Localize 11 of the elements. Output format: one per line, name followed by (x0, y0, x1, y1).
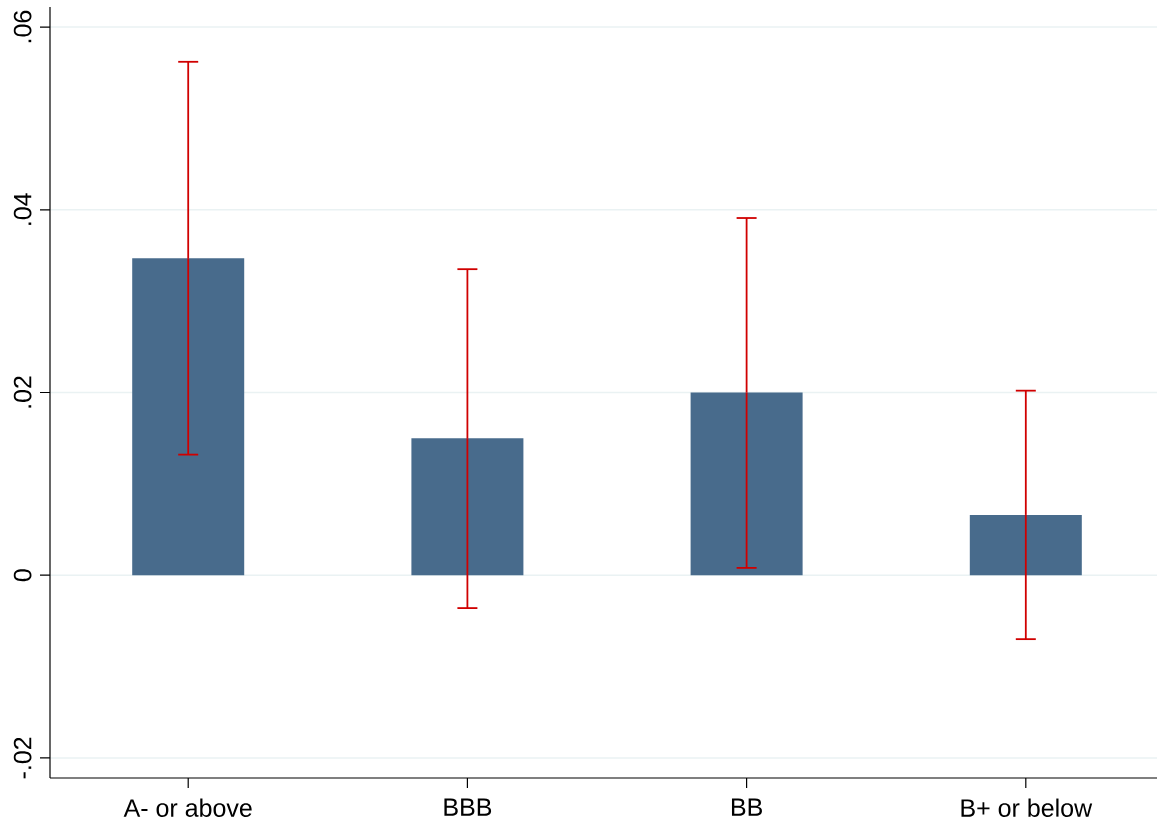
bar (969, 514, 1082, 576)
y-tick-label: -.02 (13, 737, 32, 779)
x-tick-label: A- or above (123, 798, 252, 817)
x-tick-label: B+ or below (961, 798, 1093, 817)
x-tick-label: BBB (444, 798, 492, 816)
y-tick-label: .02 (13, 376, 32, 408)
y-tick-label: 0 (13, 569, 32, 582)
y-tick-label: .06 (13, 10, 32, 43)
x-tick-label: BB (731, 798, 762, 816)
bar (411, 438, 524, 576)
y-tick-label: .04 (13, 193, 32, 225)
